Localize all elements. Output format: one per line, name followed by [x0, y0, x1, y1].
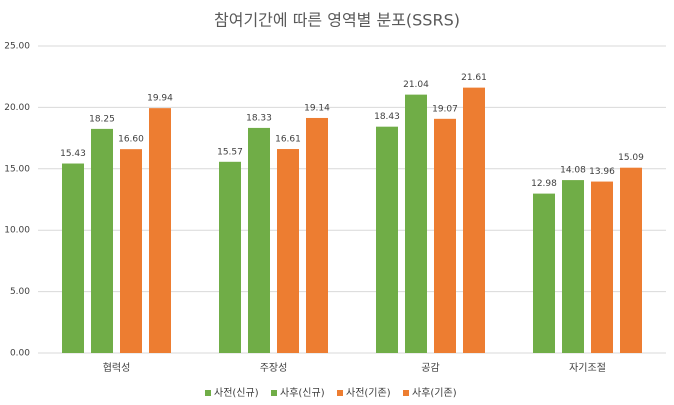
legend-label: 사후(기존)	[412, 387, 457, 399]
data-label: 13.96	[589, 167, 615, 177]
bar	[248, 127, 270, 354]
data-label: 16.61	[275, 135, 301, 145]
x-tick-label: 협력성	[103, 361, 131, 374]
y-tick-label: 15.00	[4, 164, 30, 174]
bar	[219, 161, 241, 353]
bar	[120, 149, 142, 353]
data-label: 18.33	[246, 113, 272, 123]
legend-label: 사후(신규)	[280, 387, 325, 399]
data-label: 15.57	[217, 147, 243, 157]
bar	[620, 167, 642, 353]
legend-label: 사전(기존)	[346, 387, 391, 399]
bar	[149, 108, 171, 353]
legend-label: 사전(신규)	[214, 387, 259, 399]
bar	[306, 117, 328, 353]
bar	[277, 149, 299, 353]
y-tick-label: 20.00	[4, 103, 30, 113]
data-label: 19.07	[432, 104, 458, 114]
y-tick-label: 0.00	[10, 349, 30, 359]
x-tick-label: 공감	[421, 362, 439, 374]
bar	[434, 118, 456, 353]
bar	[405, 94, 427, 354]
data-label: 12.98	[531, 179, 557, 189]
bar	[533, 193, 555, 353]
bar	[91, 128, 113, 353]
data-label: 21.04	[403, 80, 429, 90]
legend-swatch	[403, 390, 409, 396]
data-label: 19.14	[304, 103, 330, 113]
y-tick-label: 10.00	[4, 226, 30, 236]
data-label: 18.25	[89, 114, 115, 124]
data-label: 15.43	[60, 149, 86, 159]
bar	[463, 87, 485, 353]
x-tick-label: 자기조절	[569, 361, 606, 374]
chart-title: 참여기간에 따른 영역별 분포(SSRS)	[214, 11, 460, 30]
legend-swatch	[271, 390, 277, 396]
y-tick-label: 5.00	[10, 287, 30, 297]
data-label: 21.61	[461, 73, 487, 83]
bar	[62, 163, 84, 353]
data-label: 15.09	[618, 153, 644, 163]
legend-swatch	[205, 390, 211, 396]
legend-swatch	[337, 390, 343, 396]
bar	[376, 126, 398, 354]
x-tick-label: 주장성	[260, 362, 288, 374]
data-label: 16.60	[118, 135, 144, 145]
data-label: 18.43	[374, 112, 400, 122]
data-label: 14.08	[560, 166, 586, 176]
bar	[591, 181, 613, 353]
data-label: 19.94	[147, 94, 173, 104]
y-tick-label: 25.00	[4, 42, 30, 52]
bar	[562, 180, 584, 353]
